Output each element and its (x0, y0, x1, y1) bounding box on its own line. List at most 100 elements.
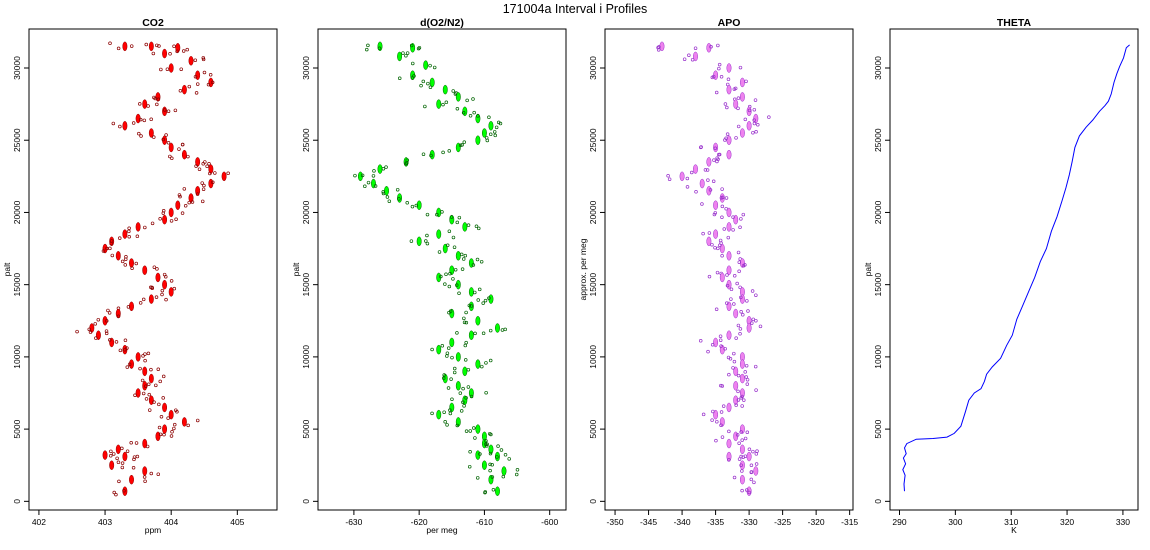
sample-point (208, 73, 213, 77)
sample-point (755, 449, 759, 453)
sample-point (126, 305, 131, 309)
data-point (455, 251, 461, 261)
sample-point (447, 229, 452, 233)
data-point (679, 171, 685, 182)
data-point (410, 43, 416, 53)
sample-point (737, 260, 742, 264)
data-point (739, 373, 745, 384)
y-tick-label: 5000 (588, 419, 598, 438)
data-point (416, 236, 422, 247)
x-axis-label: ppm (145, 525, 162, 535)
sample-point (138, 301, 143, 305)
sample-point (451, 277, 455, 281)
sample-point (88, 330, 93, 334)
sample-point (496, 120, 501, 125)
x-tick-label: -315 (841, 517, 858, 527)
y-axis-label: approx. per meg (578, 238, 588, 300)
data-point (442, 84, 448, 95)
sample-point (122, 489, 126, 493)
sample-point (372, 169, 376, 173)
sample-point (430, 411, 434, 416)
sample-point (737, 269, 741, 274)
sample-point (461, 386, 465, 391)
sample-point (443, 282, 447, 286)
sample-point (453, 267, 458, 272)
sample-point (720, 195, 725, 200)
data-point (726, 301, 732, 312)
sample-point (657, 45, 661, 49)
data-point (726, 438, 732, 449)
panel-title: CO2 (142, 17, 164, 29)
sample-point (106, 308, 110, 313)
sample-point (180, 142, 185, 147)
sample-point (444, 272, 448, 277)
sample-point (743, 436, 748, 441)
sample-point (161, 209, 166, 213)
sample-point (143, 479, 147, 484)
sample-point (425, 212, 430, 217)
sample-point (448, 408, 452, 412)
sample-point (423, 104, 427, 109)
data-point (168, 63, 174, 73)
sample-point (144, 397, 149, 401)
y-tick-label: 15000 (873, 273, 883, 297)
sample-point (754, 388, 758, 392)
sample-point (480, 364, 484, 369)
sample-point (450, 355, 454, 360)
sample-point (476, 298, 480, 302)
sample-point (472, 110, 476, 115)
sample-point (716, 43, 720, 48)
sample-point (719, 423, 723, 428)
sample-point (451, 235, 456, 240)
sample-point (445, 243, 450, 248)
data-point (739, 474, 745, 485)
data-point (746, 451, 752, 462)
sample-point (718, 334, 723, 338)
sample-point (195, 192, 200, 196)
data-point (699, 178, 705, 189)
sample-point (115, 456, 119, 461)
sample-point (767, 115, 771, 119)
sample-point (187, 200, 191, 205)
data-point (455, 381, 461, 391)
data-point (181, 149, 187, 160)
sample-point (720, 384, 725, 388)
sample-point (183, 204, 188, 208)
data-point (733, 99, 739, 109)
sample-point (718, 238, 723, 243)
plot-frame (28, 28, 278, 511)
y-tick-label: 10000 (12, 345, 22, 369)
sample-point (464, 320, 469, 325)
sample-point (740, 404, 744, 408)
sample-point (752, 107, 757, 112)
data-point (726, 135, 732, 145)
data-point (468, 258, 474, 268)
sample-point (454, 283, 459, 287)
sample-point (105, 246, 109, 251)
data-point (726, 330, 732, 340)
sample-point (690, 57, 695, 62)
sample-point (740, 488, 744, 493)
sample-point (156, 367, 161, 372)
sample-point (161, 396, 165, 400)
data-point (129, 359, 134, 369)
sample-point (472, 426, 476, 430)
sample-point (457, 291, 461, 296)
sample-point (213, 171, 217, 175)
x-tick-label: -330 (741, 517, 758, 527)
sample-point (726, 77, 731, 82)
sample-point (381, 190, 385, 194)
sample-point (172, 44, 176, 49)
sample-point (458, 391, 463, 395)
figure-title: 171004a Interval i Profiles (503, 2, 648, 16)
sample-point (116, 314, 121, 319)
sample-point (425, 233, 429, 238)
sample-point (164, 297, 168, 302)
sample-point (120, 465, 125, 470)
sample-point (419, 83, 423, 88)
sample-point (741, 212, 746, 217)
sample-point (195, 82, 200, 86)
sample-point (186, 154, 190, 159)
sample-point (428, 85, 433, 89)
